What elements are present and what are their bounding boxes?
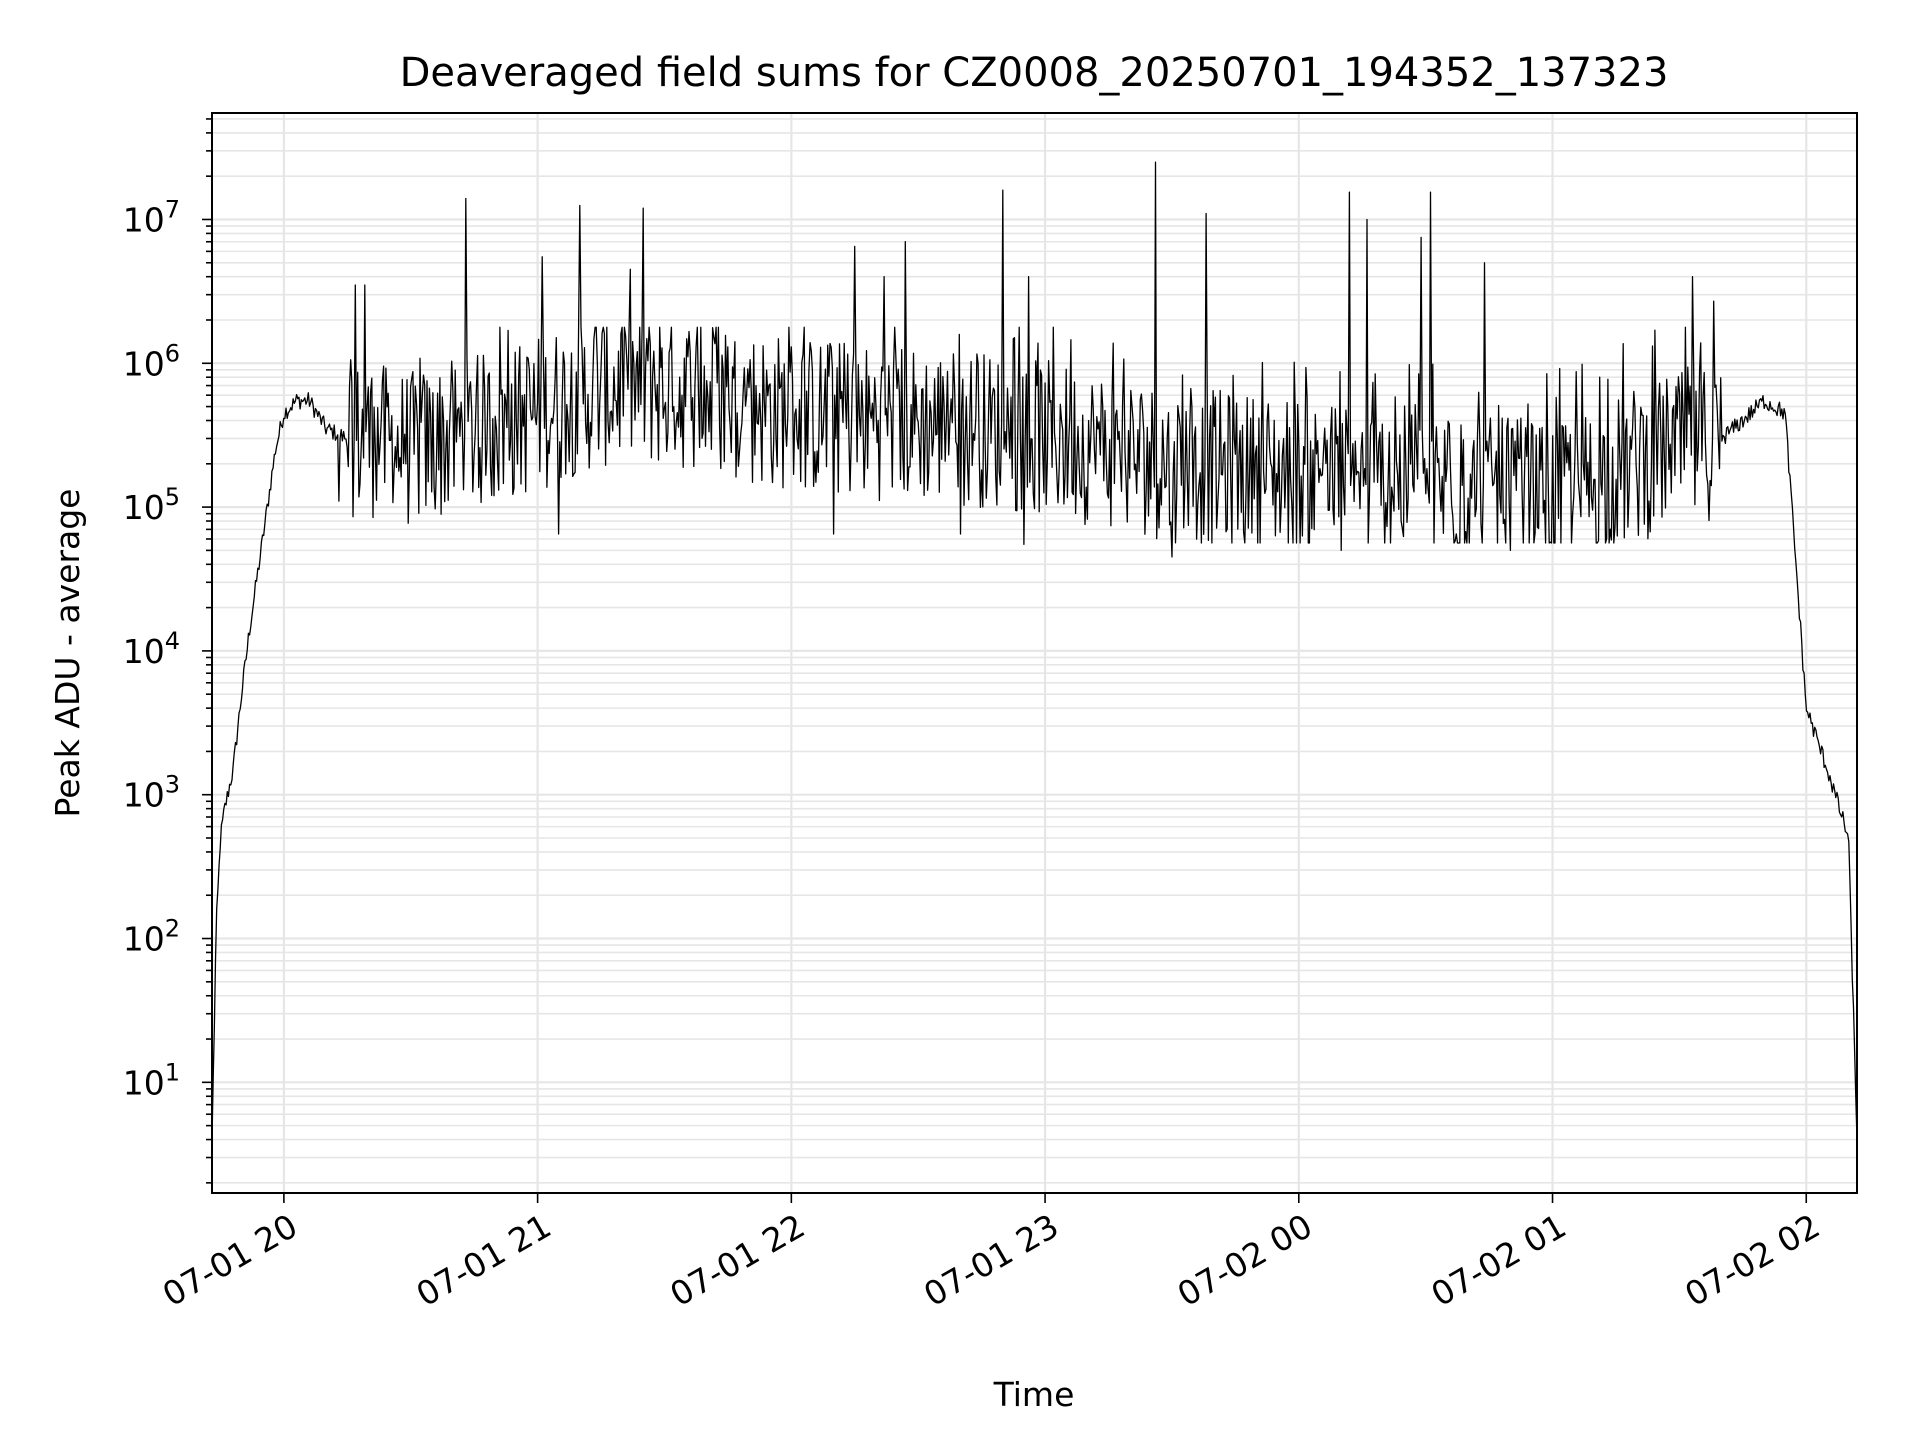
y-tick-label: 106 <box>123 339 180 383</box>
grid <box>212 113 1857 1193</box>
plot-frame <box>211 112 1858 1194</box>
series-line <box>211 161 1858 1140</box>
y-axis-label: Peak ADU - average <box>48 489 87 818</box>
data-series <box>211 161 1858 1140</box>
chart-title: Deaveraged field sums for CZ0008_2025070… <box>400 50 1669 96</box>
x-axis-label: Time <box>993 1375 1075 1414</box>
